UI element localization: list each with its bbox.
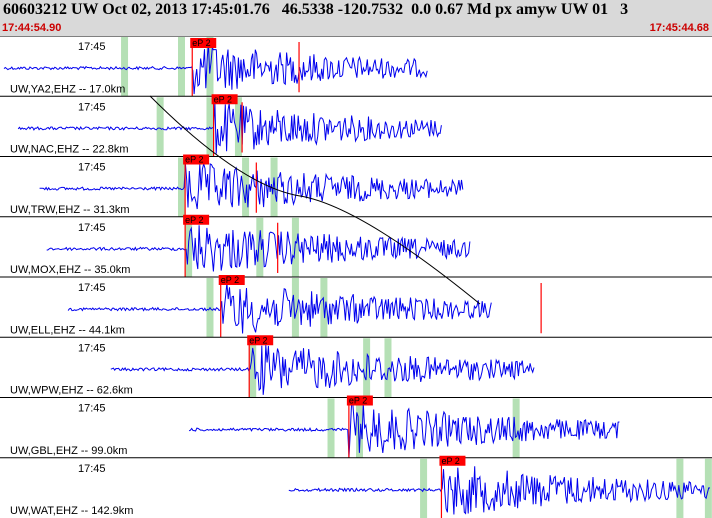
station-label: UW,WPW,EHZ -- 62.6km — [10, 385, 133, 397]
tick-time-label: 17:45 — [78, 222, 106, 234]
waveform — [288, 466, 711, 515]
tick-time-label: 17:45 — [78, 282, 106, 294]
coda-window — [256, 217, 264, 277]
coda-window — [249, 338, 257, 398]
pick-label: eP 2 — [185, 155, 203, 165]
coda-window — [327, 398, 335, 458]
pick-label: eP 2 — [185, 215, 203, 225]
waveform — [67, 282, 492, 334]
tick-time-label: 17:45 — [78, 41, 106, 53]
waveform — [39, 161, 464, 210]
waveform — [110, 344, 535, 395]
tick-time-label: 17:45 — [78, 101, 106, 113]
station-label: UW,ELL,EHZ -- 44.1km — [10, 324, 125, 336]
trace-row: eP 2 17:45 UW,TRW,EHZ -- 31.3km — [0, 154, 712, 217]
pick-box — [183, 154, 210, 165]
coda-window — [676, 458, 684, 518]
event-header: 60603212 UW Oct 02, 2013 17:45:01.76 46.… — [0, 0, 712, 36]
coda-window — [512, 398, 520, 458]
trace-row: eP 2 17:45 UW,ELL,EHZ -- 44.1km — [0, 275, 712, 338]
trace-row: eP 2 17:45 UW,WAT,EHZ -- 142.9km — [0, 455, 712, 518]
waveform — [46, 225, 471, 272]
pick-box — [346, 395, 373, 406]
station-label: UW,TRW,EHZ -- 31.3km — [10, 204, 130, 216]
pick-box — [218, 275, 245, 285]
waveform — [3, 42, 428, 95]
tick-time-label: 17:45 — [78, 342, 106, 354]
station-label: UW,MOX,EHZ -- 35.0km — [10, 264, 130, 276]
tick-time-label: 17:45 — [78, 162, 106, 174]
pick-box — [211, 94, 238, 105]
coda-window — [291, 278, 299, 338]
coda-window — [178, 157, 185, 217]
pick-box — [439, 455, 466, 466]
pick-box — [190, 38, 217, 48]
seismogram-panel[interactable]: eP 2 17:45 UW,YA2,EHZ -- 17.0km eP 2 17:45 UW… — [0, 36, 712, 518]
tick-time-label: 17:45 — [78, 463, 106, 475]
waveform — [17, 102, 442, 154]
travel-time-curve — [149, 95, 481, 305]
trace-row: eP 2 17:45 UW,WPW,EHZ -- 62.6km — [0, 335, 712, 398]
pick-label: eP 2 — [249, 335, 267, 345]
pick-label: eP 2 — [192, 38, 210, 48]
pick-label: eP 2 — [214, 94, 232, 104]
trace-row: eP 2 17:45 UW,MOX,EHZ -- 35.0km — [0, 214, 712, 277]
pick-box — [247, 335, 274, 346]
coda-window — [420, 458, 428, 518]
coda-window — [121, 37, 129, 97]
waveform — [188, 401, 620, 458]
coda-window — [206, 37, 214, 97]
trace-row: eP 2 17:45 UW,NAC,EHZ -- 22.8km — [0, 94, 712, 157]
pick-box — [183, 214, 210, 225]
pick-label: eP 2 — [221, 275, 239, 285]
end-time-label: 17:45:44.68 — [649, 22, 709, 34]
tick-time-label: 17:45 — [78, 403, 106, 415]
station-label: UW,GBL,EHZ -- 99.0km — [10, 445, 127, 457]
pick-label: eP 2 — [441, 456, 459, 466]
pick-label: eP 2 — [349, 396, 367, 406]
station-label: UW,YA2,EHZ -- 17.0km — [10, 83, 125, 95]
station-label: UW,WAT,EHZ -- 142.9km — [10, 505, 133, 517]
event-summary-line: 60603212 UW Oct 02, 2013 17:45:01.76 46.… — [3, 1, 629, 18]
coda-window — [384, 338, 392, 398]
coda-window — [234, 97, 242, 157]
coda-window — [356, 398, 363, 458]
station-label: UW,NAC,EHZ -- 22.8km — [10, 144, 129, 156]
coda-window — [156, 97, 164, 157]
coda-window — [242, 157, 250, 217]
start-time-label: 17:44:54.90 — [2, 22, 62, 34]
coda-window — [270, 157, 278, 217]
seismogram-traces[interactable]: eP 2 17:45 UW,YA2,EHZ -- 17.0km eP 2 17:45 UW… — [0, 36, 712, 518]
coda-window — [178, 37, 185, 97]
trace-row: eP 2 17:45 UW,GBL,EHZ -- 99.0km — [0, 395, 712, 458]
trace-row: eP 2 17:45 UW,YA2,EHZ -- 17.0km — [0, 36, 712, 97]
